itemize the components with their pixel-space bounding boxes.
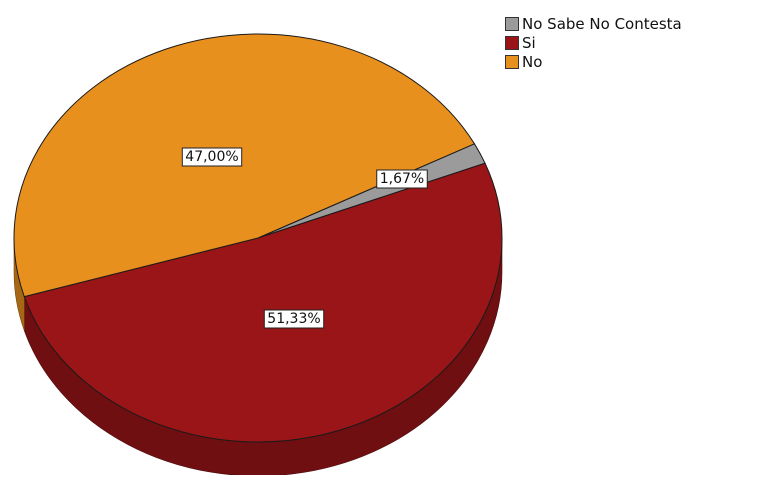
data-label-text-si: 51,33% — [267, 311, 320, 327]
legend-item-no-sabe-no-contesta: No Sabe No Contesta — [505, 14, 682, 33]
pie-data-labels: 1,67% 51,33% 47,00% — [181, 147, 428, 329]
legend-label-si: Si — [522, 33, 536, 52]
data-label-box-no-sabe-no-contesta — [376, 169, 428, 189]
data-label-text-no: 47,00% — [185, 149, 238, 165]
chart-legend: No Sabe No Contesta Si No — [505, 14, 682, 71]
data-label-si: 51,33% — [263, 309, 325, 329]
pie-slice-si — [23, 162, 503, 443]
legend-swatch-si — [505, 35, 519, 50]
legend-label-no: No — [522, 52, 543, 71]
legend-swatch-no-sabe-no-contesta — [505, 16, 519, 31]
pie-slice-no — [13, 33, 476, 298]
data-label-no: 47,00% — [181, 147, 243, 167]
legend-item-no: No — [505, 52, 682, 71]
legend-swatch-no — [505, 54, 519, 69]
legend-label-no-sabe-no-contesta: No Sabe No Contesta — [522, 14, 682, 33]
data-label-box-no — [181, 147, 243, 167]
pie-slices — [13, 33, 503, 443]
legend-item-si: Si — [505, 33, 682, 52]
data-label-no-sabe-no-contesta: 1,67% — [376, 169, 428, 189]
data-label-box-si — [263, 309, 325, 329]
data-label-text-no-sabe-no-contesta: 1,67% — [380, 171, 424, 187]
